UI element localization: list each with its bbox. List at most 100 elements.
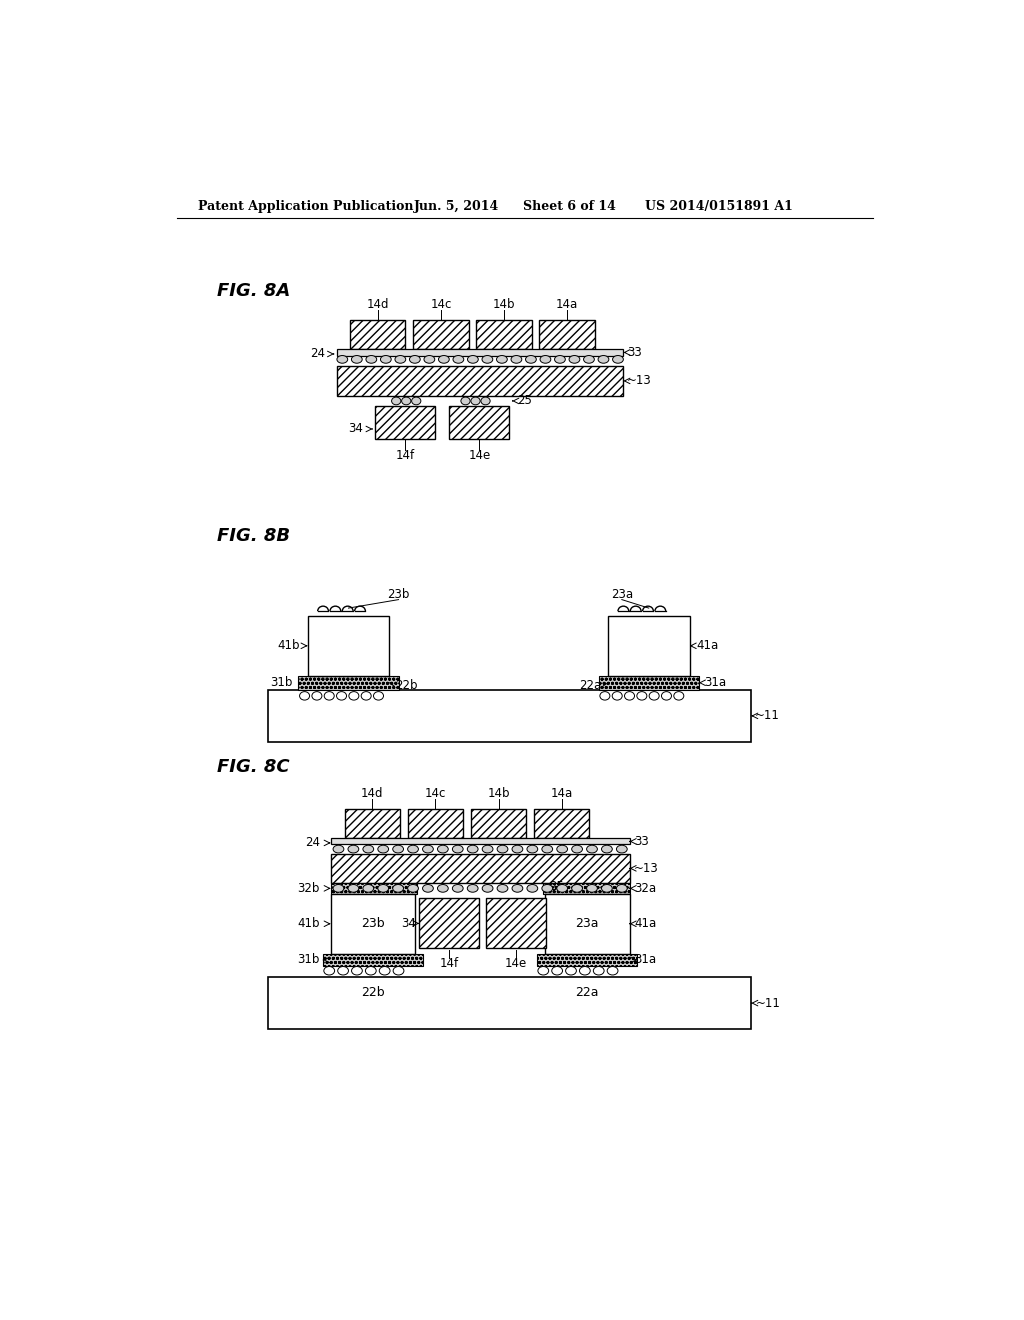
Ellipse shape <box>333 845 344 853</box>
Text: 22b: 22b <box>395 680 418 693</box>
Bar <box>408 809 463 838</box>
Ellipse shape <box>481 397 490 405</box>
Ellipse shape <box>512 845 523 853</box>
Ellipse shape <box>351 355 362 363</box>
Ellipse shape <box>607 966 617 975</box>
Ellipse shape <box>312 692 322 700</box>
Bar <box>476 321 531 350</box>
Bar <box>450 407 509 438</box>
Ellipse shape <box>527 884 538 892</box>
Bar <box>337 367 624 396</box>
Ellipse shape <box>379 966 390 975</box>
Text: 33: 33 <box>628 346 642 359</box>
Ellipse shape <box>662 692 672 700</box>
Ellipse shape <box>542 884 553 892</box>
Ellipse shape <box>482 884 493 892</box>
Text: 33: 33 <box>634 834 649 847</box>
Text: 25: 25 <box>549 880 563 894</box>
Ellipse shape <box>598 355 609 363</box>
Text: 14f: 14f <box>439 957 459 970</box>
Bar <box>331 854 630 883</box>
Bar <box>267 689 752 742</box>
Bar <box>331 883 417 894</box>
Ellipse shape <box>467 845 478 853</box>
Ellipse shape <box>552 966 562 975</box>
Text: FIG. 8C: FIG. 8C <box>217 758 290 776</box>
Ellipse shape <box>649 692 659 700</box>
Bar <box>544 883 630 894</box>
Ellipse shape <box>593 966 604 975</box>
Ellipse shape <box>471 397 480 405</box>
Text: 14b: 14b <box>487 787 510 800</box>
Text: 23b: 23b <box>387 587 410 601</box>
Ellipse shape <box>337 355 348 363</box>
Ellipse shape <box>542 845 553 853</box>
Ellipse shape <box>512 884 523 892</box>
Text: 23b: 23b <box>361 917 385 931</box>
Ellipse shape <box>333 884 344 892</box>
Ellipse shape <box>393 884 403 892</box>
Text: 14b: 14b <box>493 298 515 312</box>
Text: 24: 24 <box>310 347 326 360</box>
Ellipse shape <box>395 355 406 363</box>
Ellipse shape <box>511 355 522 363</box>
Ellipse shape <box>349 692 358 700</box>
Ellipse shape <box>557 884 567 892</box>
Text: 14a: 14a <box>551 787 572 800</box>
Ellipse shape <box>437 884 449 892</box>
Ellipse shape <box>580 966 590 975</box>
Ellipse shape <box>408 845 419 853</box>
Ellipse shape <box>482 845 493 853</box>
Ellipse shape <box>601 845 612 853</box>
Text: 31a: 31a <box>634 953 656 966</box>
Ellipse shape <box>616 845 628 853</box>
Ellipse shape <box>410 355 420 363</box>
Ellipse shape <box>587 884 597 892</box>
Ellipse shape <box>587 845 597 853</box>
Bar <box>608 616 689 676</box>
Ellipse shape <box>674 692 684 700</box>
Bar <box>331 894 416 954</box>
Bar <box>267 977 752 1030</box>
Ellipse shape <box>540 355 551 363</box>
Ellipse shape <box>612 692 623 700</box>
Ellipse shape <box>366 966 376 975</box>
Bar <box>419 899 479 949</box>
Text: 14e: 14e <box>505 957 526 970</box>
Text: ~11: ~11 <box>756 997 780 1010</box>
Ellipse shape <box>467 884 478 892</box>
Bar <box>376 407 435 438</box>
Ellipse shape <box>393 845 403 853</box>
Bar <box>350 321 406 350</box>
Ellipse shape <box>571 845 583 853</box>
Text: 32b: 32b <box>298 882 319 895</box>
Text: Patent Application Publication: Patent Application Publication <box>199 199 414 213</box>
Ellipse shape <box>348 884 358 892</box>
Ellipse shape <box>601 884 612 892</box>
Text: 14c: 14c <box>425 787 446 800</box>
Ellipse shape <box>381 355 391 363</box>
Text: 41a: 41a <box>696 639 719 652</box>
Text: 23a: 23a <box>575 917 599 931</box>
Ellipse shape <box>497 355 507 363</box>
Ellipse shape <box>412 397 421 405</box>
Text: 14d: 14d <box>361 787 384 800</box>
Ellipse shape <box>348 845 358 853</box>
Text: ~11: ~11 <box>755 709 779 722</box>
Ellipse shape <box>366 355 377 363</box>
Text: 14a: 14a <box>556 298 579 312</box>
Ellipse shape <box>584 355 594 363</box>
Ellipse shape <box>453 884 463 892</box>
Text: 41a: 41a <box>634 917 656 931</box>
Bar <box>337 350 624 355</box>
Ellipse shape <box>362 845 374 853</box>
Text: 22a: 22a <box>580 680 602 693</box>
Text: US 2014/0151891 A1: US 2014/0151891 A1 <box>645 199 793 213</box>
Ellipse shape <box>423 884 433 892</box>
Text: 22b: 22b <box>361 986 385 999</box>
Ellipse shape <box>625 692 635 700</box>
Ellipse shape <box>361 692 371 700</box>
Ellipse shape <box>378 884 388 892</box>
Text: 34: 34 <box>348 422 364 436</box>
Ellipse shape <box>461 397 470 405</box>
